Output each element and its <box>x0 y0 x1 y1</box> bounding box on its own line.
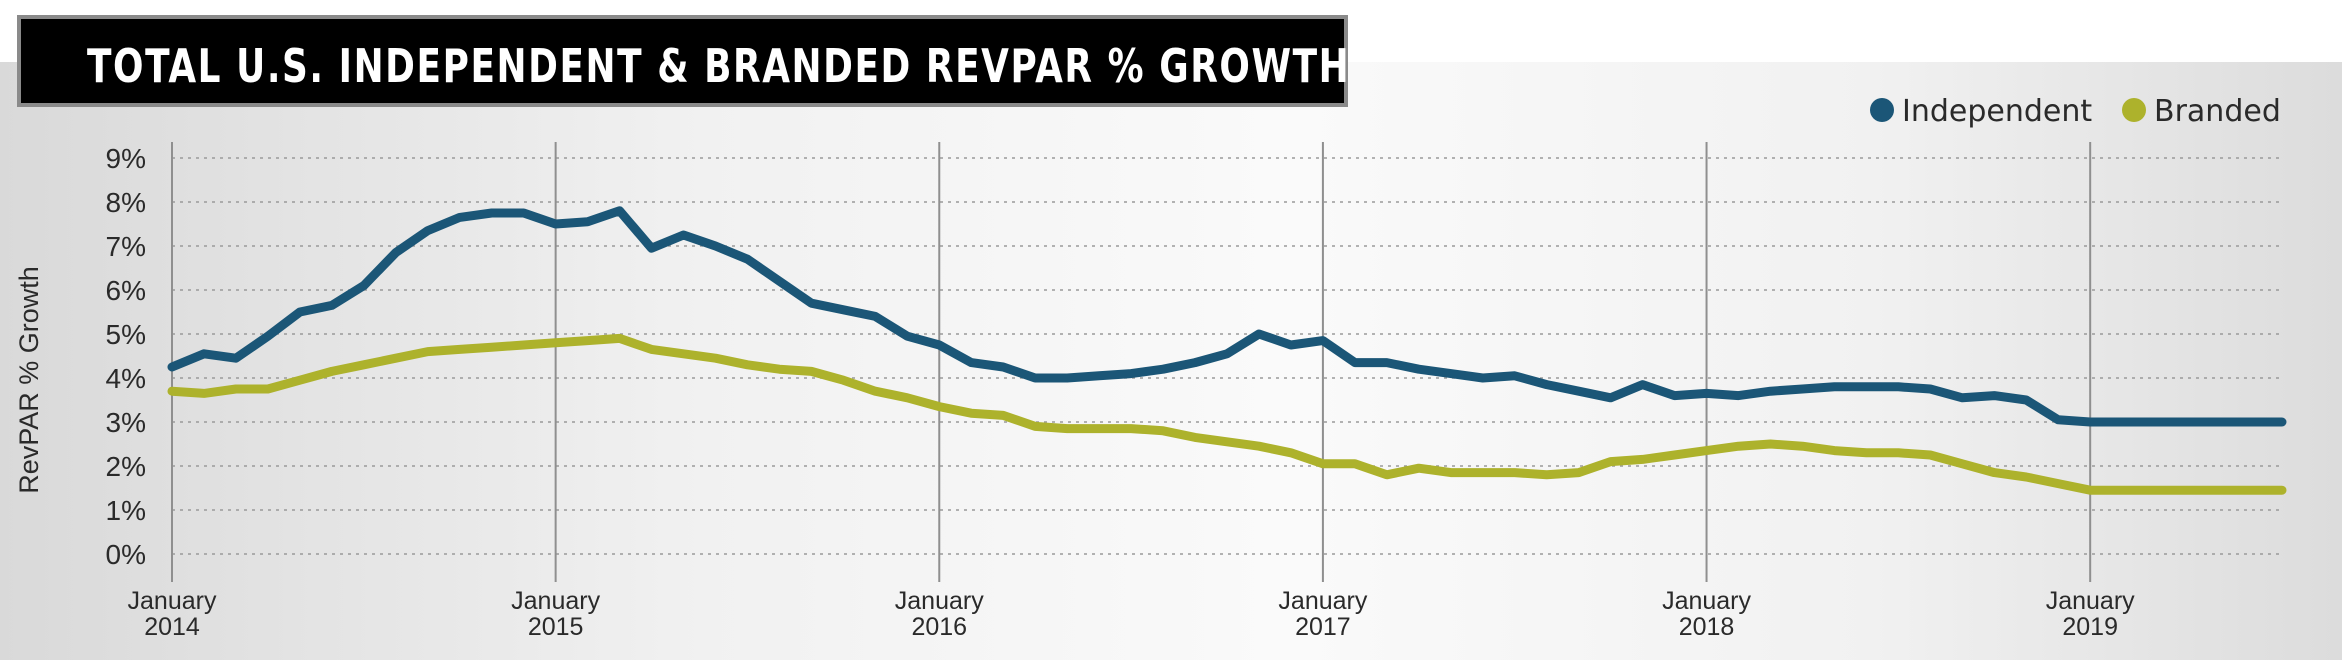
x-tick-month: January <box>1662 587 1751 615</box>
y-axis-ticks: 0% 1% 2% 3% 4% 5% 6% 7% 8% 9% <box>106 143 146 570</box>
legend-marker-independent <box>1870 98 1894 122</box>
x-tick-month: January <box>511 587 600 615</box>
x-tick-year: 2016 <box>911 613 967 641</box>
x-tick-year: 2019 <box>2062 613 2118 641</box>
year-divider-lines <box>171 142 2092 582</box>
y-tick-label: 1% <box>106 495 146 526</box>
y-tick-label: 6% <box>106 275 146 306</box>
y-tick-label: 5% <box>106 319 146 350</box>
x-tick-year: 2014 <box>144 613 200 641</box>
y-tick-label: 0% <box>106 539 146 570</box>
legend-marker-branded <box>2122 98 2146 122</box>
legend-label-independent: Independent <box>1902 94 2092 129</box>
y-tick-label: 7% <box>106 231 146 262</box>
chart-title: TOTAL U.S. INDEPENDENT & BRANDED REVPAR … <box>87 37 1375 93</box>
x-tick-year: 2015 <box>528 613 584 641</box>
y-tick-label: 2% <box>106 451 146 482</box>
y-tick-label: 3% <box>106 407 146 438</box>
x-tick-year: 2018 <box>1679 613 1735 641</box>
y-tick-label: 4% <box>106 363 146 394</box>
y-axis-label: RevPAR % Growth <box>14 266 44 494</box>
title-bar: TOTAL U.S. INDEPENDENT & BRANDED REVPAR … <box>17 15 1373 107</box>
y-tick-label: 9% <box>106 143 146 174</box>
series-lines <box>167 206 2287 495</box>
series-line-independent <box>167 206 2287 427</box>
y-tick-label: 8% <box>106 187 146 218</box>
x-tick-month: January <box>128 587 217 615</box>
x-tick-month: January <box>1278 587 1367 615</box>
legend-label-branded: Branded <box>2154 94 2281 129</box>
legend: Independent Branded <box>1870 94 2281 129</box>
x-tick-year: 2017 <box>1295 613 1351 641</box>
x-axis-ticks: January2014January2015January2016January… <box>128 587 2136 641</box>
x-tick-month: January <box>895 587 984 615</box>
x-tick-month: January <box>2046 587 2135 615</box>
series-line-branded <box>167 333 2287 495</box>
